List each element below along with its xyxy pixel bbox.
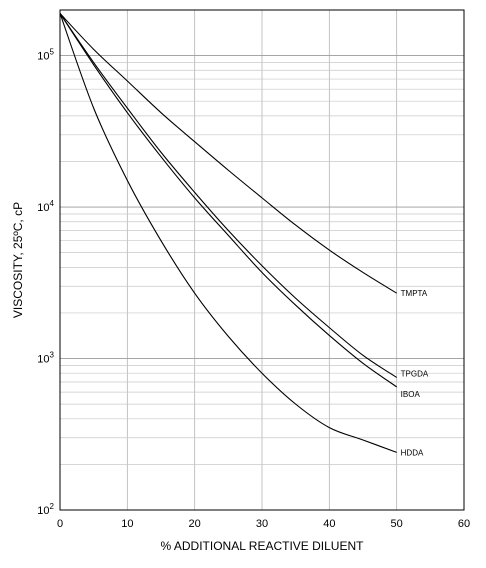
y-tick-base: 10 [37,354,49,366]
grid [60,10,464,510]
y-tick-label: 105 [37,48,54,63]
series-line-tmpta [59,12,397,294]
y-tick-exponent: 5 [50,48,55,57]
y-tick-exponent: 4 [50,199,55,208]
y-tick-base: 10 [37,202,49,214]
series-label-tmpta: TMPTA [401,289,428,298]
series-line-hdda [59,13,397,453]
y-tick-label: 104 [37,199,54,214]
x-tick-label: 10 [121,518,133,530]
y-tick-base: 10 [37,51,49,63]
series-label-iboa: IBOA [401,390,421,399]
series-line-tpgda [59,13,397,378]
x-tick-label: 60 [458,518,470,530]
series-lines [59,12,397,453]
x-tick-label: 0 [57,518,63,530]
y-tick-exponent: 3 [50,351,55,360]
x-tick-label: 30 [256,518,268,530]
plot-frame [59,9,465,511]
x-axis-label: % ADDITIONAL REACTIVE DILUENT [161,539,365,553]
x-tick-label: 50 [391,518,403,530]
x-tick-label: 40 [323,518,335,530]
y-tick-label: 103 [37,351,54,366]
series-label-tpgda: TPGDA [401,369,429,378]
series-line-iboa [59,13,397,388]
y-axis-label: VISCOSITY, 25ºC, cP [11,202,25,318]
y-tick-base: 10 [37,505,49,517]
x-tick-label: 20 [189,518,201,530]
series-label-hdda: HDDA [401,448,424,457]
y-tick-label: 102 [37,502,54,517]
y-tick-exponent: 2 [50,502,55,511]
x-tick-labels: 0 10 20 30 40 50 60 [57,518,470,530]
series-labels: TMPTA TPGDA IBOA HDDA [401,289,429,457]
